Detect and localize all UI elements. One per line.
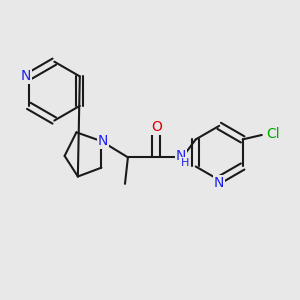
- Text: N: N: [21, 69, 31, 83]
- Text: N: N: [214, 176, 224, 190]
- Text: O: O: [151, 120, 162, 134]
- Text: H: H: [181, 158, 190, 168]
- Text: Cl: Cl: [266, 128, 280, 141]
- Text: N: N: [176, 148, 186, 163]
- Text: N: N: [98, 134, 108, 148]
